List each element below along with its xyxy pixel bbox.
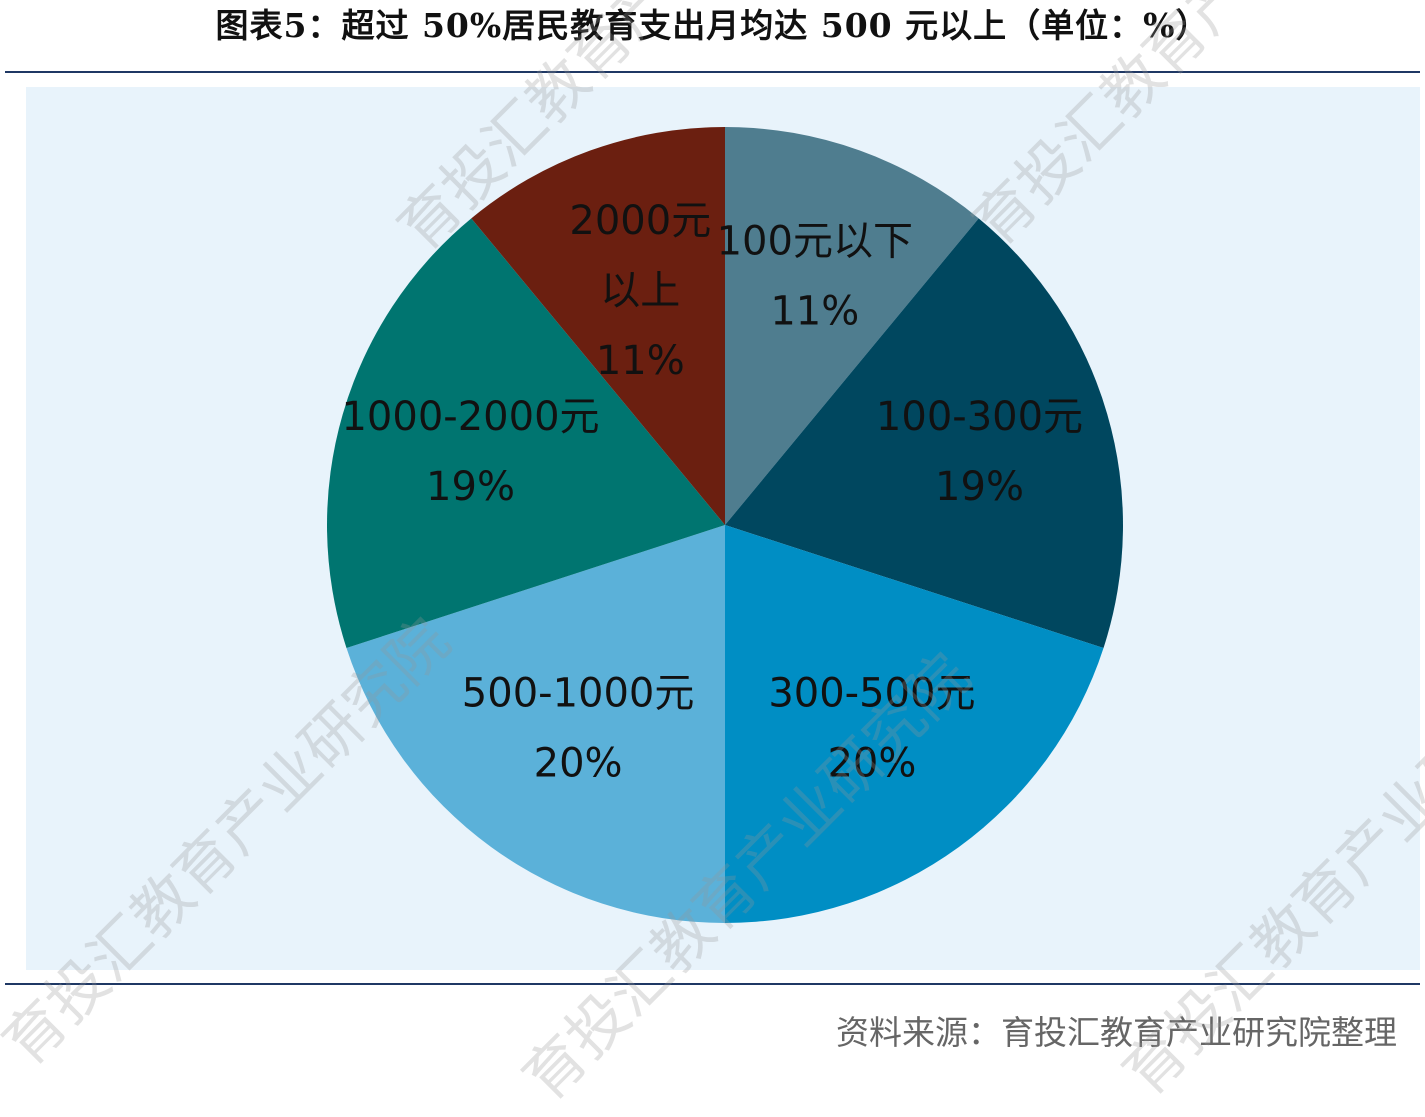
top-divider [5, 71, 1420, 73]
pie-slice-2 [725, 218, 1123, 648]
pie-chart: 100元以下 11%100-300元 19%300-500元 20%500-1000元… [327, 127, 1123, 923]
slice-category-label: 2000元 [569, 198, 711, 244]
slice-category-label: 1000-2000元 [341, 394, 599, 440]
slice-value-label: 19% [426, 464, 515, 510]
slice-label-1: 100元以下 11% [717, 219, 913, 335]
pie-data-labels: 100元以下 11%100-300元 19%300-500元 20%500-1000元… [341, 198, 1083, 786]
slice-label-6: 2000元以上 11% [569, 198, 711, 384]
pie-slices [327, 127, 1123, 923]
slice-category-label: 500-1000元 [462, 670, 695, 716]
source-note: 资料来源：育投汇教育产业研究院整理 [836, 1013, 1397, 1052]
slice-category-label: 100元以下 [717, 219, 913, 265]
pie-slice-4 [346, 525, 725, 923]
bottom-divider [5, 983, 1420, 985]
slice-value-label: 19% [935, 464, 1024, 510]
pie-slice-1 [725, 127, 979, 525]
slice-label-2: 100-300元 19% [876, 394, 1083, 510]
pie-slice-3 [725, 525, 1104, 923]
slice-category-label: 100-300元 [876, 394, 1083, 440]
slice-value-label: 11% [596, 338, 685, 384]
slice-value-label: 20% [534, 740, 623, 786]
slice-value-label: 20% [827, 740, 916, 786]
slice-category-label: 以上 [600, 268, 680, 314]
chart-title: 图表5：超过 50%居民教育支出月均达 500 元以上（单位：%） [215, 6, 1210, 45]
slice-value-label: 11% [770, 289, 859, 335]
slice-label-5: 1000-2000元 19% [341, 394, 599, 510]
pie-slice-6 [471, 127, 725, 525]
slice-label-4: 500-1000元 20% [462, 670, 695, 786]
slice-category-label: 300-500元 [768, 670, 975, 716]
slice-label-3: 300-500元 20% [768, 670, 975, 786]
pie-slice-5 [327, 218, 725, 648]
